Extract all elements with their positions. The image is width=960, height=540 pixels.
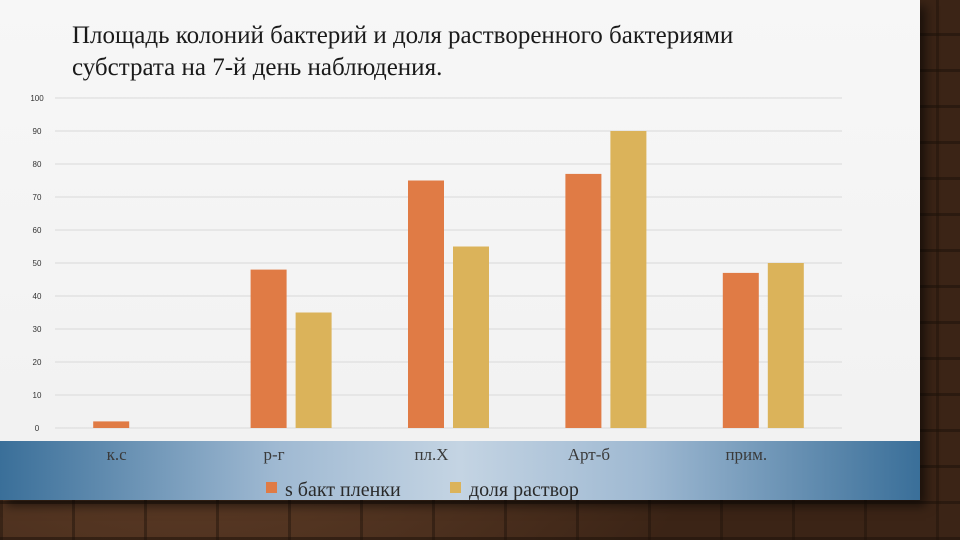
y-tick-label: 60 [33, 226, 42, 235]
legend-label: доля раствор [469, 479, 579, 500]
chart-title: Площадь колоний бактерий и доля растворе… [72, 22, 734, 81]
x-tick-label: Арт-б [568, 445, 610, 464]
y-tick-label: 70 [33, 193, 42, 202]
y-tick-label: 40 [33, 292, 42, 301]
bar-s-бакт-пленки-Арт-б [565, 173, 602, 428]
bar-доля-раствор-Арт-б [610, 131, 647, 428]
y-tick-label: 10 [33, 391, 42, 400]
legend-swatch [266, 482, 277, 493]
bar-chart: 0 10 20 30 40 50 60 70 80 90 100 к.с р-г пл.Х Арт-б пр… [30, 94, 842, 500]
legend-label: s бакт пленки [285, 479, 401, 500]
y-tick-label: 30 [33, 325, 42, 334]
y-tick-label: 100 [30, 94, 44, 103]
slide: Площадь колоний бактерий и доля растворе… [0, 0, 920, 500]
bar-доля-раствор-пл.Х [453, 246, 489, 428]
x-tick-label: р-г [264, 445, 285, 464]
x-tick-label: к.с [107, 445, 128, 464]
gridlines [55, 97, 842, 429]
bar-доля-раствор-р-г [295, 312, 332, 428]
bar-s-бакт-пленки-прим. [722, 272, 759, 428]
y-tick-label: 80 [33, 160, 42, 169]
bars [93, 131, 804, 428]
y-tick-label: 20 [33, 358, 42, 367]
legend: s бакт пленки доля раствор [266, 479, 579, 500]
y-tick-label: 0 [35, 424, 40, 433]
y-tick-label: 90 [33, 127, 42, 136]
x-tick-label: прим. [725, 445, 767, 464]
y-axis: 0 10 20 30 40 50 60 70 80 90 100 [30, 94, 44, 433]
y-tick-label: 50 [33, 259, 42, 268]
bar-s-бакт-пленки-к.с [93, 421, 130, 428]
bar-s-бакт-пленки-р-г [250, 269, 287, 428]
bar-s-бакт-пленки-пл.Х [408, 180, 444, 428]
bar-доля-раствор-прим. [767, 263, 804, 428]
legend-swatch [450, 482, 461, 493]
x-tick-label: пл.Х [414, 445, 448, 464]
x-axis: к.с р-г пл.Х Арт-б прим. [107, 445, 767, 464]
